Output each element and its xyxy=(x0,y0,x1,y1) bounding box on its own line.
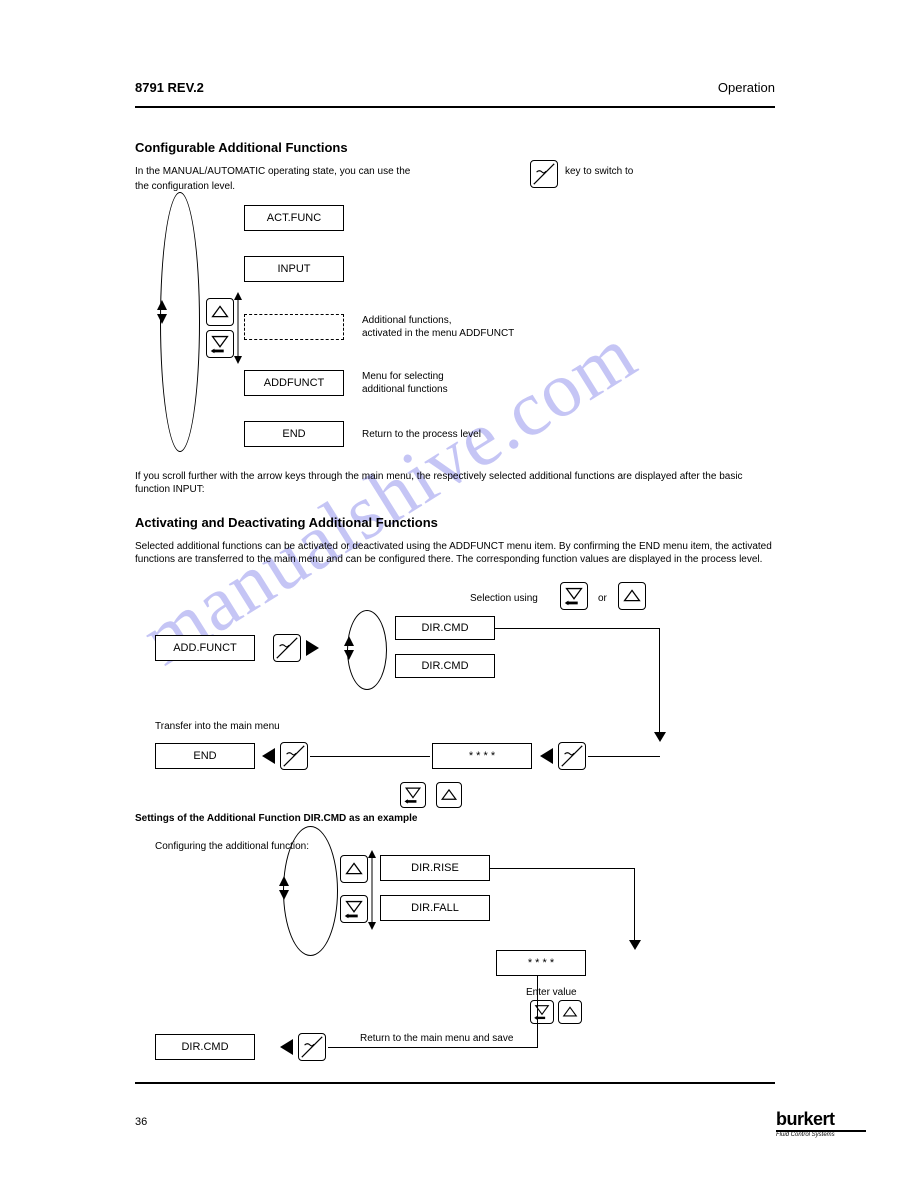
section1-intro2: the configuration level. xyxy=(135,180,235,193)
box-selected2: * * * * xyxy=(496,950,586,976)
annot2b: additional functions xyxy=(362,383,448,396)
arrow-left-2 xyxy=(540,748,553,764)
line-4v xyxy=(537,976,538,1048)
line-3h xyxy=(490,868,635,869)
up-key-icon-3 xyxy=(436,782,462,808)
label-enter: Enter value xyxy=(526,986,577,999)
brand-sub: Fluid Control Systems xyxy=(776,1132,866,1138)
manual-key-icon-4 xyxy=(558,742,586,770)
manual-key-icon-2 xyxy=(273,634,301,662)
arrow-left-3 xyxy=(280,1039,293,1055)
brand-logo: burkert Fluid Control Systems xyxy=(776,1109,866,1138)
label-or: or xyxy=(598,592,607,605)
section1-intro3: If you scroll further with the arrow key… xyxy=(135,470,775,496)
manual-key-icon-5 xyxy=(298,1033,326,1061)
annot-trans: Transfer into the main menu xyxy=(155,720,280,733)
section1-intro1: In the MANUAL/AUTOMATIC operating state,… xyxy=(135,165,520,178)
ellipse2-arrows xyxy=(343,636,355,660)
annot1a: Additional functions, xyxy=(362,314,452,327)
page-number: 36 xyxy=(135,1116,147,1128)
header-section-number: 8791 REV.2 xyxy=(135,80,204,95)
box-end: END xyxy=(244,421,344,447)
section2-para1: Selected additional functions can be act… xyxy=(135,540,775,566)
line-h2 xyxy=(310,756,430,757)
box-dircmd2: DIR.CMD xyxy=(395,654,495,678)
up-key-icon-2 xyxy=(618,582,646,610)
box-actfunc: ACT.FUNC xyxy=(244,205,344,231)
footer-rule xyxy=(135,1082,775,1084)
down-key-icon-5 xyxy=(530,1000,554,1024)
line-h2b xyxy=(588,756,660,757)
arrowhead-down-1 xyxy=(653,732,667,742)
box-selected: * * * * xyxy=(432,743,532,769)
down-key-icon-4 xyxy=(340,895,368,923)
para2: Settings of the Additional Function DIR.… xyxy=(135,812,417,825)
line-1 xyxy=(495,628,660,629)
line-3v xyxy=(634,868,635,946)
box-dashed xyxy=(244,314,344,340)
ellipse3-arrows xyxy=(278,876,290,900)
keys-connector-3 xyxy=(366,848,378,932)
up-key-icon-4 xyxy=(340,855,368,883)
line-4h xyxy=(328,1047,538,1048)
annot-back: Return to the main menu and save xyxy=(360,1032,513,1045)
annot-config: Configuring the additional function: xyxy=(155,840,309,853)
down-key-icon-2 xyxy=(560,582,588,610)
box-dircmd1: DIR.CMD xyxy=(395,616,495,640)
box-dirfall: DIR.FALL xyxy=(380,895,490,921)
line-1v xyxy=(659,628,660,738)
page: manualshive.com 8791 REV.2 Operation Con… xyxy=(0,0,918,1188)
box-end2: END xyxy=(155,743,255,769)
annot2a: Menu for selecting xyxy=(362,370,444,383)
label-select: Selection using xyxy=(470,592,538,605)
up-key-icon xyxy=(206,298,234,326)
box-addfunct: ADDFUNCT xyxy=(244,370,344,396)
section1-key-label: key to switch to xyxy=(565,165,633,178)
section1-title: Configurable Additional Functions xyxy=(135,140,348,155)
manual-key-icon-3 xyxy=(280,742,308,770)
keys-connector-1 xyxy=(232,290,244,366)
box-input: INPUT xyxy=(244,256,344,282)
up-key-icon-5 xyxy=(558,1000,582,1024)
arrow-left-1 xyxy=(262,748,275,764)
box-dircmd3: DIR.CMD xyxy=(155,1034,255,1060)
box-addfunct2: ADD.FUNCT xyxy=(155,635,255,661)
section2-title: Activating and Deactivating Additional F… xyxy=(135,515,438,530)
down-key-icon xyxy=(206,330,234,358)
manual-key-icon xyxy=(530,160,558,188)
brand-name: burkert xyxy=(776,1109,866,1132)
arrow-right-1 xyxy=(306,640,319,656)
annot3: Return to the process level xyxy=(362,428,481,441)
arrowhead-down-2 xyxy=(628,940,642,950)
ellipse1-arrows xyxy=(156,300,168,324)
box-dirrise: DIR.RISE xyxy=(380,855,490,881)
header-rule xyxy=(135,106,775,108)
annot1b: activated in the menu ADDFUNCT xyxy=(362,327,514,340)
header-title: Operation xyxy=(718,80,775,95)
down-key-icon-3 xyxy=(400,782,426,808)
